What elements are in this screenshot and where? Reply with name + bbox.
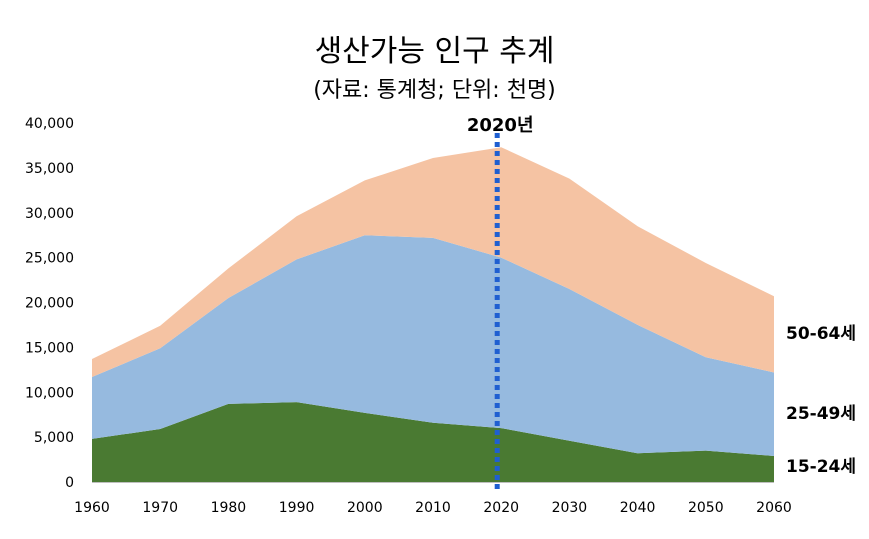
x-tick-label: 2020	[483, 500, 519, 516]
series-label-15-24: 15-24세	[786, 457, 856, 477]
x-tick-label: 2050	[688, 500, 724, 516]
x-tick-label: 1980	[211, 500, 247, 516]
chart-main-title: 생산가능 인구 추계	[314, 34, 555, 69]
y-tick-label: 5,000	[34, 430, 74, 446]
x-tick-label: 1990	[279, 500, 315, 516]
x-tick-label: 2040	[620, 500, 656, 516]
x-tick-label: 2060	[756, 500, 792, 516]
area-layers	[92, 147, 774, 482]
area-50-64	[92, 147, 774, 377]
chart-subtitle: (자료: 통계청; 단위: 천명)	[313, 78, 556, 103]
y-tick-label: 10,000	[25, 385, 74, 401]
series-label-50-64: 50-64세	[786, 324, 856, 344]
y-tick-label: 30,000	[25, 206, 74, 222]
area-25-49	[92, 235, 774, 456]
y-tick-label: 35,000	[25, 161, 74, 177]
series-label-25-49: 25-49세	[786, 404, 856, 424]
x-axis-ticks: 1960 1970 1980 1990 2000 2010 2020 2030 2040 2050…	[74, 500, 792, 516]
y-axis-ticks: 0 5,000 10,000 15,000 20,000 25,000 30,000 35,0…	[25, 116, 74, 491]
y-tick-label: 40,000	[25, 116, 74, 132]
x-tick-label: 2000	[347, 500, 383, 516]
y-tick-label: 25,000	[25, 251, 74, 267]
y-tick-label: 0	[65, 475, 74, 491]
chart-title: 생산가능 인구 추계 (자료: 통계청; 단위: 천명)	[0, 26, 869, 104]
x-tick-label: 2010	[415, 500, 451, 516]
area-15-24	[92, 402, 774, 482]
x-tick-label: 2030	[552, 500, 588, 516]
y-tick-label: 15,000	[25, 340, 74, 356]
year-2020-marker-label: 2020년	[467, 115, 534, 136]
x-tick-label: 1960	[74, 500, 110, 516]
x-tick-label: 1970	[142, 500, 178, 516]
y-tick-label: 20,000	[25, 296, 74, 312]
series-labels: 15-24세 25-49세 50-64세	[786, 324, 856, 477]
